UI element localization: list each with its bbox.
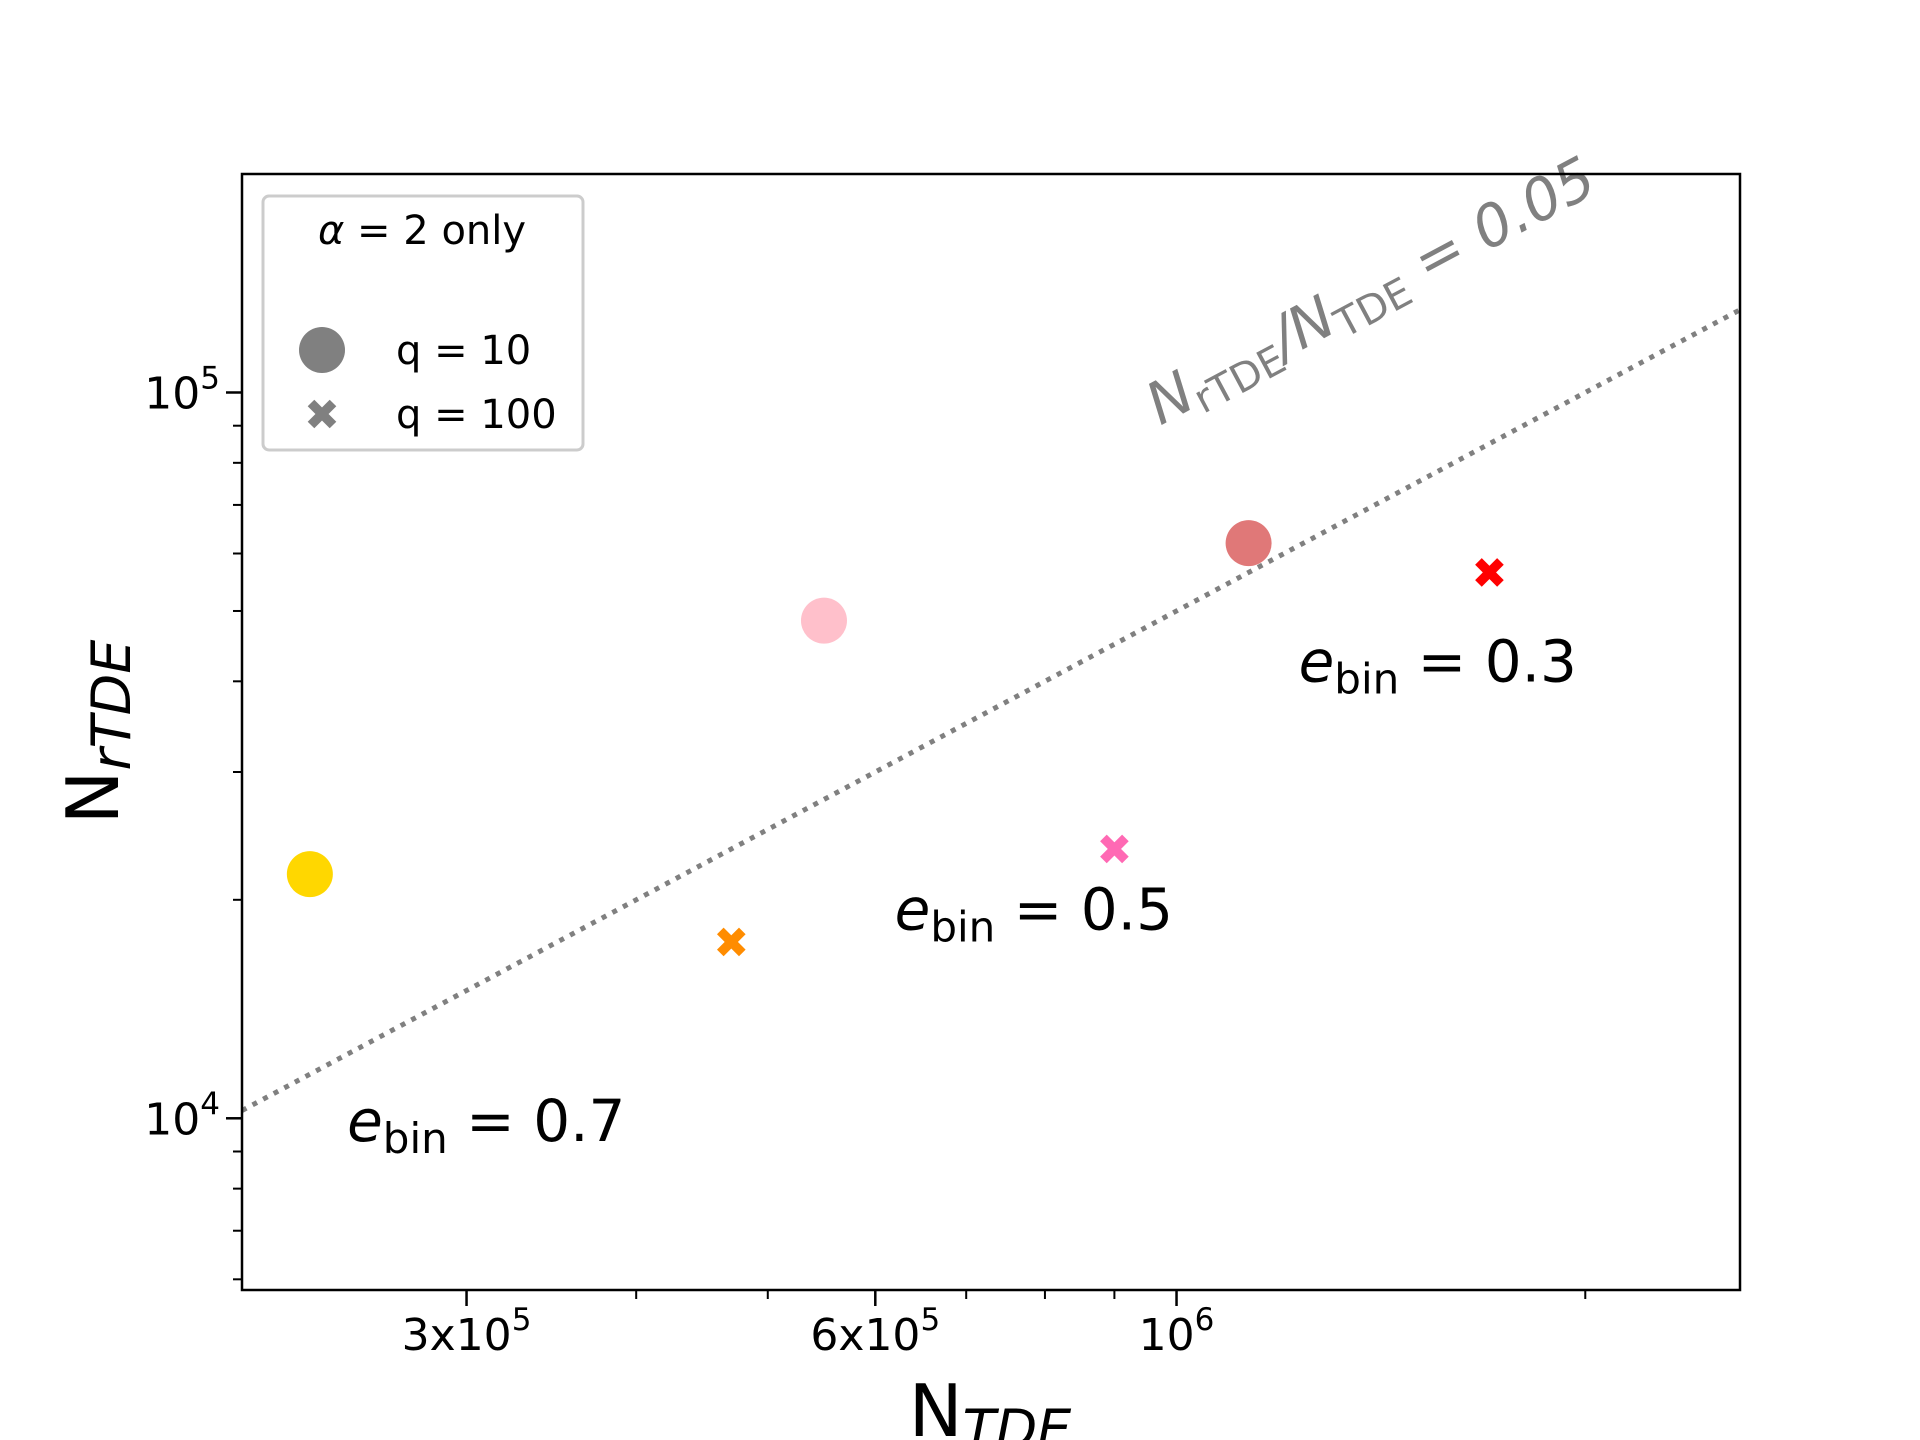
legend-title-rest: = 2 only: [344, 208, 526, 254]
annotation-e03: ebin = 0.3: [1299, 627, 1577, 703]
point-cross-stroke-b: [1100, 834, 1129, 864]
y-tick-label: 105: [144, 360, 220, 419]
point-cross: [1100, 834, 1129, 864]
y-tick-label: 104: [144, 1086, 220, 1145]
legend-marker-circle: [299, 327, 345, 373]
x-axis-label: NTDE: [909, 1369, 1072, 1440]
y-tick-label-exp: 4: [200, 1086, 220, 1122]
x-tick-label-exp: 5: [512, 1302, 532, 1338]
axes-frame: [240, 172, 1742, 1292]
annotation-sub: bin: [930, 903, 995, 952]
annotation-value: = 0.5: [995, 876, 1173, 944]
y-axis-label-main: N: [51, 771, 135, 825]
x-tick-label-exp: 5: [920, 1302, 940, 1338]
annotation-value: = 0.7: [448, 1087, 626, 1155]
y-axis-label: NrTDE: [51, 639, 143, 825]
minor-ticks: [233, 424, 1587, 1299]
x-tick-label-base: 3x10: [402, 1310, 512, 1361]
point-circle: [800, 597, 847, 644]
point-cross-stroke-b: [716, 927, 746, 957]
legend: α = 2 only q = 10 q = 100: [261, 194, 585, 452]
legend-title-symbol: α: [318, 208, 344, 254]
x-tick-label: 106: [1139, 1302, 1215, 1361]
annotation-sub: bin: [383, 1114, 448, 1163]
annotation-var: e: [895, 876, 931, 944]
point-cross: [1475, 558, 1504, 587]
y-tick-label-exp: 5: [200, 360, 220, 396]
legend-title: α = 2 only: [318, 208, 526, 254]
x-axis-label-sub: TDE: [963, 1398, 1073, 1440]
x-tick-label-base: 6x10: [810, 1310, 920, 1361]
y-axis-label-sub: rTDE: [80, 639, 143, 771]
x-axis-label-main: N: [909, 1369, 963, 1440]
legend-box: [261, 194, 585, 452]
legend-marker-cross: [307, 399, 337, 429]
point-cross: [716, 927, 746, 957]
legend-label: q = 10: [396, 328, 531, 374]
y-tick-label-base: 10: [144, 368, 200, 419]
data-points: [286, 520, 1504, 957]
legend-marker-cross-stroke-b: [307, 399, 337, 429]
x-tick-label: 3x105: [402, 1302, 532, 1361]
legend-label: q = 100: [396, 392, 557, 438]
x-tick-label-base: 10: [1139, 1310, 1195, 1361]
y-tick-label-base: 10: [144, 1094, 200, 1145]
annotation-var: e: [1299, 627, 1335, 695]
x-tick-label-exp: 6: [1195, 1302, 1215, 1338]
annotation-sub: bin: [1334, 654, 1399, 703]
annotation-e05: ebin = 0.5: [895, 876, 1173, 952]
x-tick-label: 6x105: [810, 1302, 940, 1361]
point-circle: [1225, 520, 1272, 567]
annotation-value: = 0.3: [1399, 627, 1577, 695]
annotation-e07: ebin = 0.7: [347, 1087, 625, 1163]
point-circle: [286, 851, 333, 898]
point-cross-stroke-b: [1475, 558, 1504, 587]
annotation-var: e: [347, 1087, 383, 1155]
